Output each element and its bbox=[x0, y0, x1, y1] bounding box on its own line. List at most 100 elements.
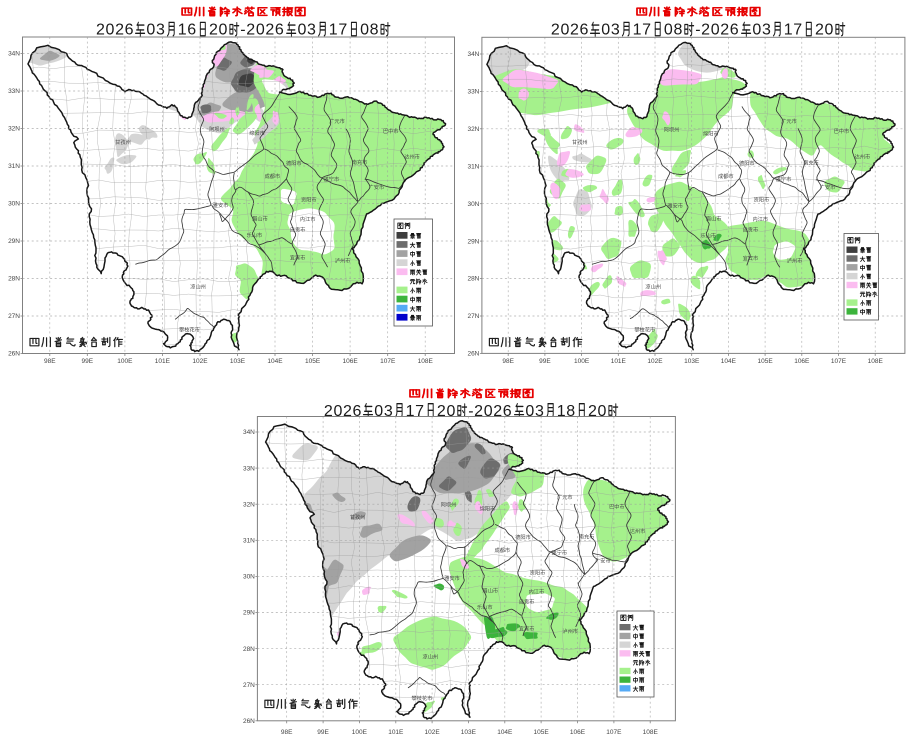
svg-text:宜宾市: 宜宾市 bbox=[290, 254, 306, 262]
svg-text:成都市: 成都市 bbox=[718, 172, 734, 180]
svg-text:30N: 30N bbox=[243, 574, 255, 581]
svg-text:108E: 108E bbox=[418, 358, 434, 365]
svg-text:自贡市: 自贡市 bbox=[519, 598, 535, 606]
svg-text:雅安市: 雅安市 bbox=[667, 201, 683, 209]
svg-text:绵阳市: 绵阳市 bbox=[480, 505, 496, 513]
svg-text:内江市: 内江市 bbox=[753, 215, 769, 223]
svg-text:达州市: 达州市 bbox=[855, 153, 871, 161]
svg-text:03: 03 bbox=[374, 403, 393, 420]
svg-text:107E: 107E bbox=[606, 729, 622, 736]
svg-text:103E: 103E bbox=[230, 358, 246, 365]
svg-text:32N: 32N bbox=[8, 126, 20, 133]
svg-text:自贡市: 自贡市 bbox=[743, 226, 759, 234]
svg-text:104E: 104E bbox=[267, 358, 283, 365]
svg-text:遂宁市: 遂宁市 bbox=[324, 175, 340, 183]
svg-text:巴中市: 巴中市 bbox=[834, 127, 850, 135]
svg-text:98E: 98E bbox=[502, 358, 514, 365]
svg-text:凉山州: 凉山州 bbox=[645, 283, 661, 291]
svg-text:攀枝花市: 攀枝花市 bbox=[634, 326, 655, 334]
svg-text:资阳市: 资阳市 bbox=[754, 196, 770, 204]
svg-text:17: 17 bbox=[406, 403, 425, 420]
svg-text:102E: 102E bbox=[425, 729, 441, 736]
svg-text:德阳市: 德阳市 bbox=[286, 159, 302, 167]
svg-text:20: 20 bbox=[588, 403, 607, 420]
svg-text:107E: 107E bbox=[380, 358, 396, 365]
svg-text:31N: 31N bbox=[243, 538, 255, 545]
svg-text:99E: 99E bbox=[539, 358, 551, 365]
svg-text:广安市: 广安市 bbox=[820, 183, 836, 191]
svg-text:攀枝花市: 攀枝花市 bbox=[179, 326, 200, 334]
svg-text:凉山州: 凉山州 bbox=[423, 652, 439, 660]
svg-text:98E: 98E bbox=[281, 729, 293, 736]
svg-text:南充市: 南充市 bbox=[803, 158, 819, 166]
svg-text:资阳市: 资阳市 bbox=[530, 569, 546, 577]
svg-text:28N: 28N bbox=[8, 276, 20, 283]
svg-text:内江市: 内江市 bbox=[300, 215, 316, 223]
svg-text:29N: 29N bbox=[8, 238, 20, 245]
svg-text:成都市: 成都市 bbox=[495, 546, 511, 554]
svg-text:26N: 26N bbox=[467, 351, 479, 358]
svg-text:101E: 101E bbox=[155, 358, 171, 365]
svg-text:29N: 29N bbox=[467, 238, 479, 245]
svg-text:资阳市: 资阳市 bbox=[301, 196, 317, 204]
svg-text:泸州市: 泸州市 bbox=[335, 256, 351, 264]
svg-text:105E: 105E bbox=[534, 729, 550, 736]
svg-text:16: 16 bbox=[178, 22, 197, 39]
svg-text:乐山市: 乐山市 bbox=[477, 603, 493, 611]
svg-text:甘孜州: 甘孜州 bbox=[350, 513, 366, 521]
svg-text:104E: 104E bbox=[497, 729, 513, 736]
svg-text:103E: 103E bbox=[461, 729, 477, 736]
svg-text:33N: 33N bbox=[467, 89, 479, 96]
svg-text:达州市: 达州市 bbox=[404, 152, 420, 160]
svg-text:27N: 27N bbox=[467, 313, 479, 320]
svg-text:攀枝花市: 攀枝花市 bbox=[412, 694, 433, 702]
svg-text:广安市: 广安市 bbox=[369, 183, 385, 191]
svg-text:南充市: 南充市 bbox=[579, 533, 595, 541]
svg-text:106E: 106E bbox=[794, 358, 810, 365]
svg-text:德阳市: 德阳市 bbox=[739, 159, 755, 167]
svg-text:99E: 99E bbox=[317, 729, 329, 736]
svg-text:-2026: -2026 bbox=[240, 22, 284, 39]
svg-text:宜宾市: 宜宾市 bbox=[743, 254, 759, 262]
svg-text:32N: 32N bbox=[467, 126, 479, 133]
svg-text:凉山州: 凉山州 bbox=[190, 283, 206, 291]
svg-text:2026: 2026 bbox=[551, 22, 589, 39]
svg-text:101E: 101E bbox=[611, 358, 627, 365]
svg-text:106E: 106E bbox=[570, 729, 586, 736]
svg-text:100E: 100E bbox=[352, 729, 368, 736]
svg-text:17: 17 bbox=[784, 22, 803, 39]
svg-text:104E: 104E bbox=[721, 358, 737, 365]
svg-text:08: 08 bbox=[360, 22, 379, 39]
svg-text:31N: 31N bbox=[467, 163, 479, 170]
svg-text:广安市: 广安市 bbox=[595, 556, 611, 564]
svg-text:27N: 27N bbox=[243, 682, 255, 689]
svg-text:广元市: 广元市 bbox=[557, 493, 573, 501]
svg-text:眉山市: 眉山市 bbox=[483, 587, 499, 595]
svg-text:105E: 105E bbox=[305, 358, 321, 365]
svg-text:29N: 29N bbox=[243, 610, 255, 617]
svg-text:2026: 2026 bbox=[96, 22, 134, 39]
svg-text:乐山市: 乐山市 bbox=[247, 231, 263, 239]
svg-text:34N: 34N bbox=[8, 51, 20, 58]
svg-text:内江市: 内江市 bbox=[529, 587, 545, 595]
svg-text:28N: 28N bbox=[243, 646, 255, 653]
svg-text:阿坝州: 阿坝州 bbox=[441, 501, 457, 509]
svg-text:20: 20 bbox=[437, 403, 456, 420]
svg-text:达州市: 达州市 bbox=[630, 527, 646, 535]
svg-text:17: 17 bbox=[329, 22, 348, 39]
svg-text:03: 03 bbox=[601, 22, 620, 39]
svg-text:103E: 103E bbox=[684, 358, 700, 365]
svg-text:28N: 28N bbox=[467, 276, 479, 283]
svg-text:100E: 100E bbox=[117, 358, 133, 365]
svg-text:乐山市: 乐山市 bbox=[700, 231, 716, 239]
svg-text:广元市: 广元市 bbox=[781, 117, 797, 125]
svg-text:26N: 26N bbox=[8, 351, 20, 358]
svg-text:自贡市: 自贡市 bbox=[290, 226, 306, 234]
svg-text:阿坝州: 阿坝州 bbox=[209, 125, 225, 133]
svg-text:17: 17 bbox=[633, 22, 652, 39]
svg-text:102E: 102E bbox=[192, 358, 208, 365]
svg-text:2026: 2026 bbox=[324, 403, 362, 420]
svg-text:107E: 107E bbox=[831, 358, 847, 365]
svg-text:30N: 30N bbox=[8, 201, 20, 208]
svg-text:32N: 32N bbox=[243, 501, 255, 508]
